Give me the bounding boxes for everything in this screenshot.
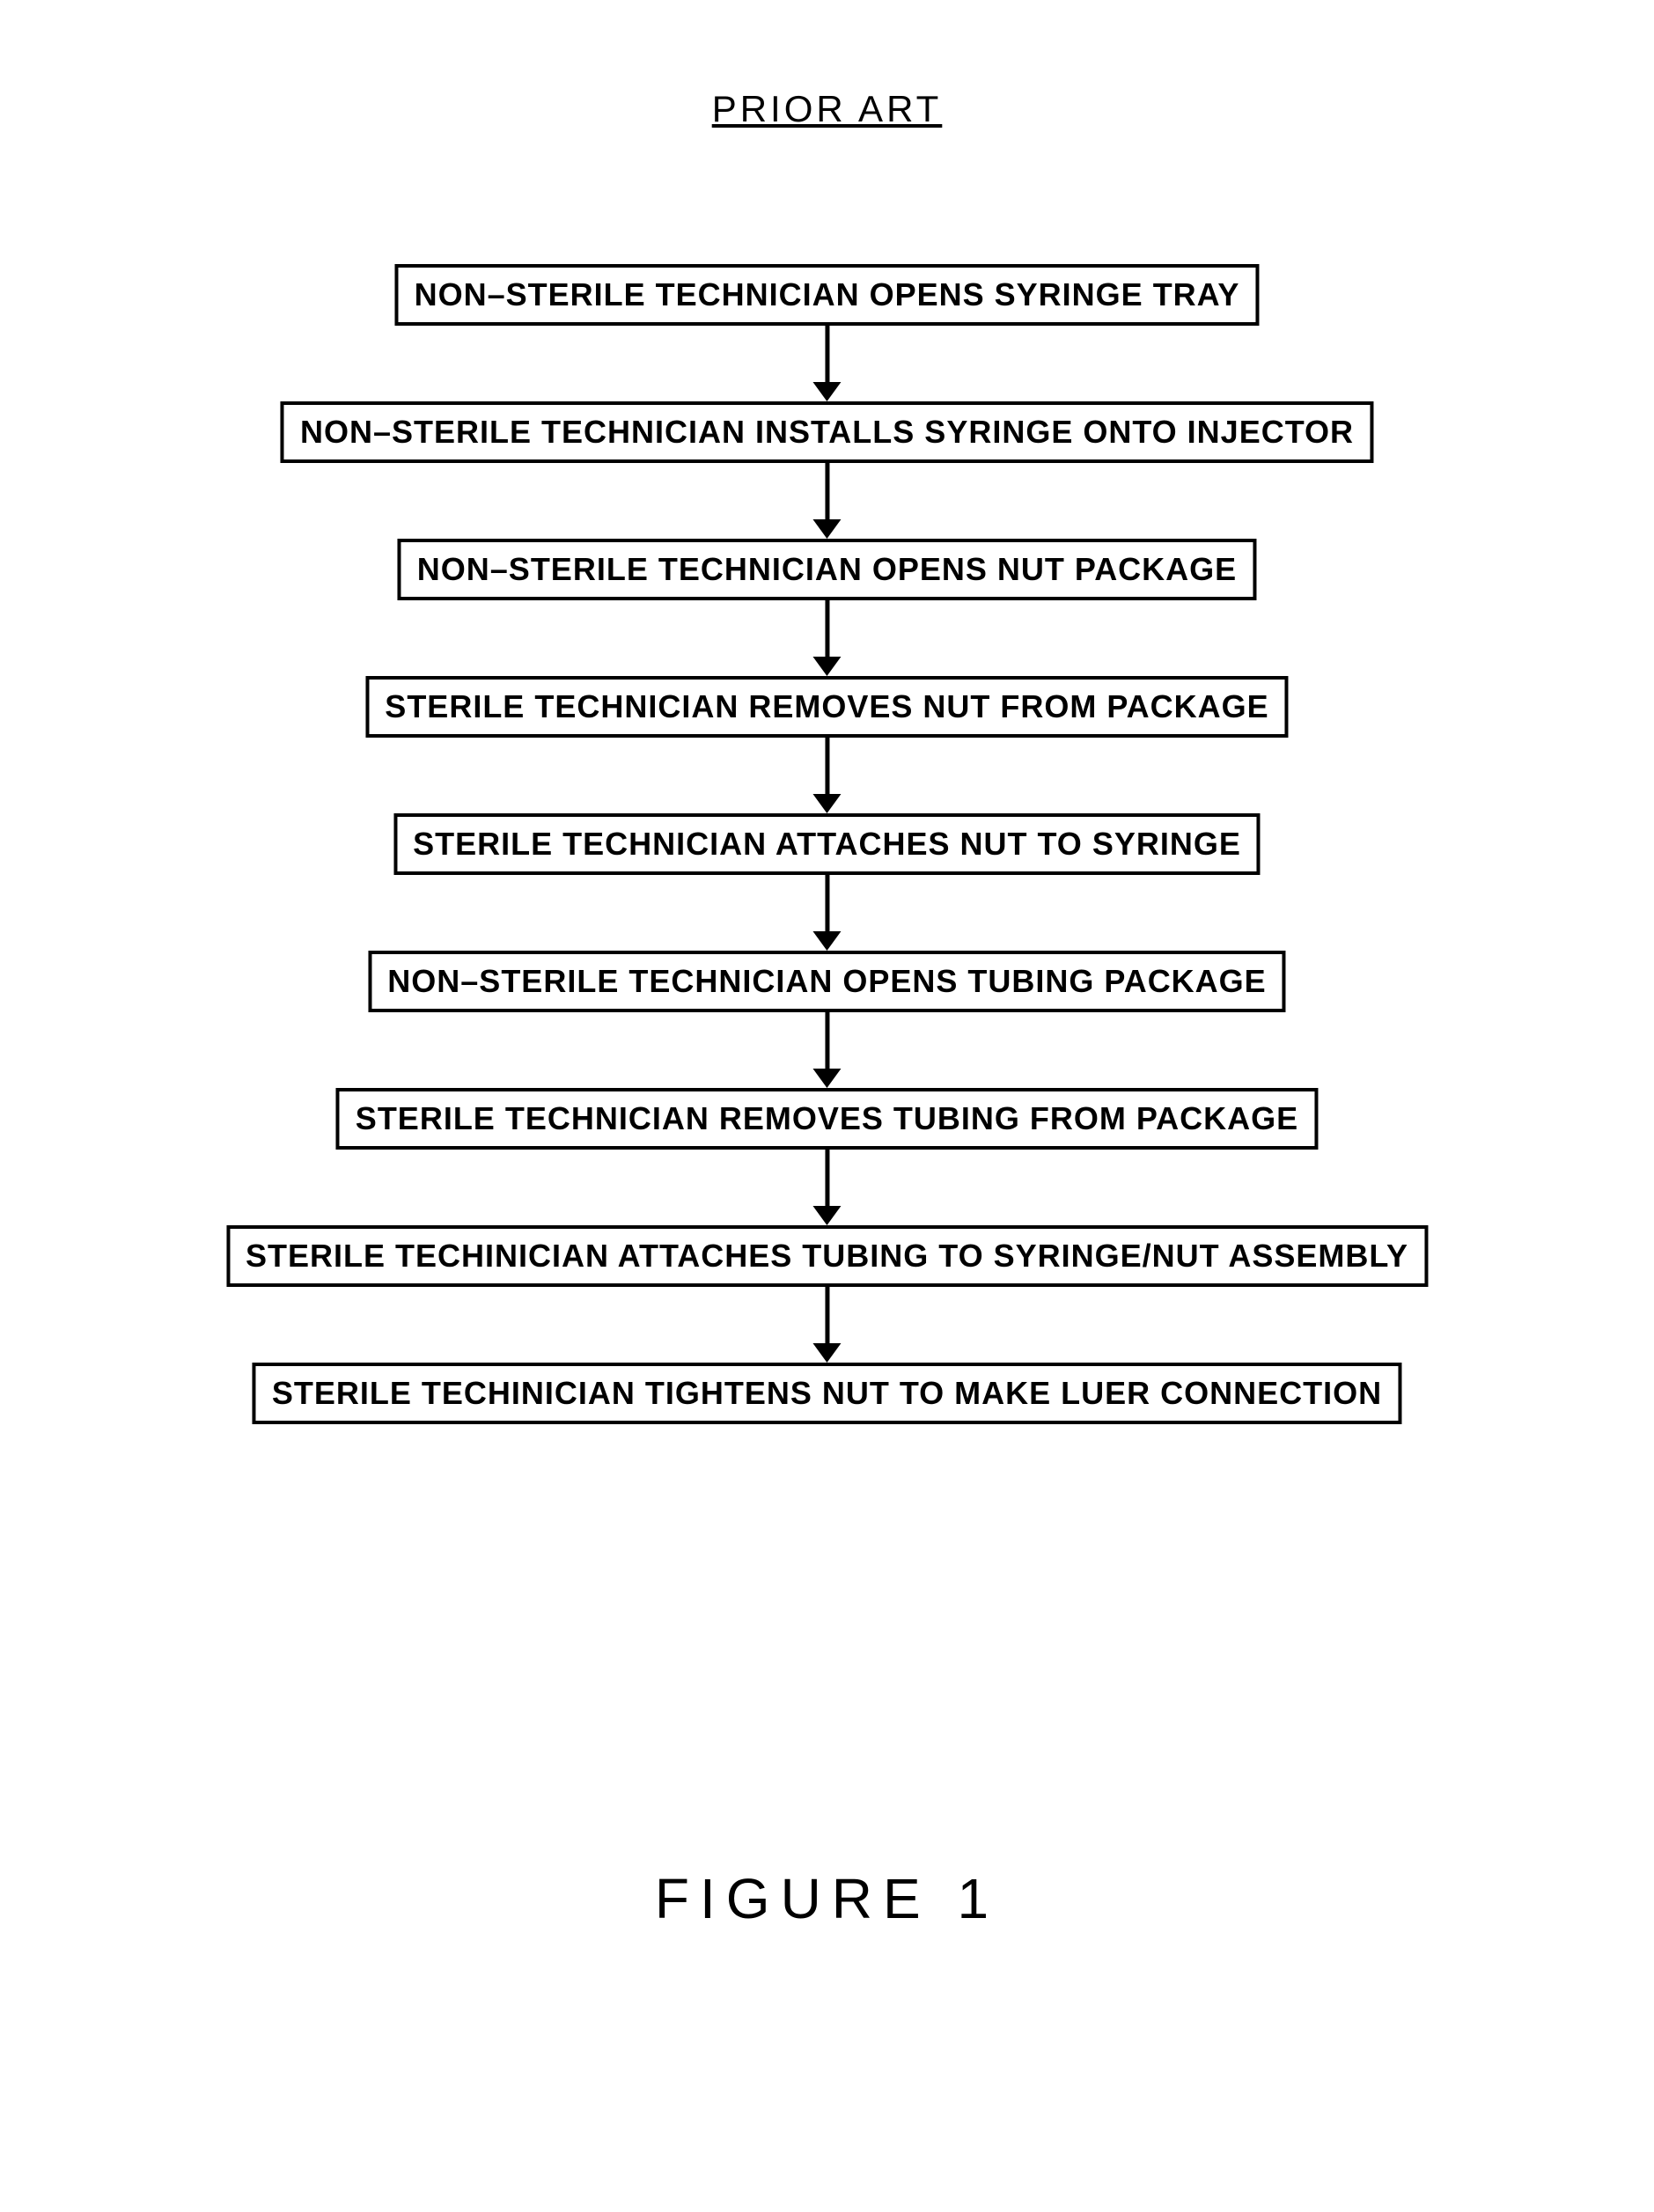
flow-step: STERILE TECHNICIAN REMOVES TUBING FROM P… <box>336 1088 1318 1150</box>
prior-art-title: PRIOR ART <box>712 88 943 130</box>
arrow-shaft <box>825 738 829 794</box>
arrow-head-icon <box>812 931 841 951</box>
flow-arrow <box>812 1012 841 1088</box>
arrow-shaft <box>825 875 829 931</box>
arrow-shaft <box>825 1012 829 1069</box>
arrow-shaft <box>825 600 829 657</box>
page: PRIOR ART NON–STERILE TECHNICIAN OPENS S… <box>0 0 1654 2212</box>
arrow-head-icon <box>812 657 841 676</box>
arrow-head-icon <box>812 519 841 539</box>
flow-step: STERILE TECHNICIAN ATTACHES NUT TO SYRIN… <box>393 813 1261 875</box>
arrow-head-icon <box>812 1206 841 1225</box>
arrow-shaft <box>825 1150 829 1206</box>
flow-step: NON–STERILE TECHNICIAN OPENS SYRINGE TRA… <box>395 264 1260 326</box>
flow-arrow <box>812 1287 841 1363</box>
arrow-shaft <box>825 463 829 519</box>
figure-caption: FIGURE 1 <box>655 1866 999 1931</box>
flow-step: NON–STERILE TECHNICIAN OPENS NUT PACKAGE <box>398 539 1256 600</box>
flow-step: NON–STERILE TECHNICIAN INSTALLS SYRINGE … <box>281 401 1373 463</box>
flow-arrow <box>812 463 841 539</box>
flow-step: STERILE TECHINICIAN ATTACHES TUBING TO S… <box>226 1225 1428 1287</box>
flowchart: NON–STERILE TECHNICIAN OPENS SYRINGE TRA… <box>226 264 1428 1424</box>
flow-arrow <box>812 738 841 813</box>
arrow-head-icon <box>812 1343 841 1363</box>
flow-step: STERILE TECHNICIAN REMOVES NUT FROM PACK… <box>365 676 1288 738</box>
arrow-head-icon <box>812 382 841 401</box>
arrow-head-icon <box>812 1069 841 1088</box>
flow-step: NON–STERILE TECHNICIAN OPENS TUBING PACK… <box>368 951 1285 1012</box>
arrow-head-icon <box>812 794 841 813</box>
arrow-shaft <box>825 326 829 382</box>
flow-arrow <box>812 875 841 951</box>
arrow-shaft <box>825 1287 829 1343</box>
flow-arrow <box>812 600 841 676</box>
flow-arrow <box>812 326 841 401</box>
flow-arrow <box>812 1150 841 1225</box>
flow-step: STERILE TECHINICIAN TIGHTENS NUT TO MAKE… <box>253 1363 1401 1424</box>
